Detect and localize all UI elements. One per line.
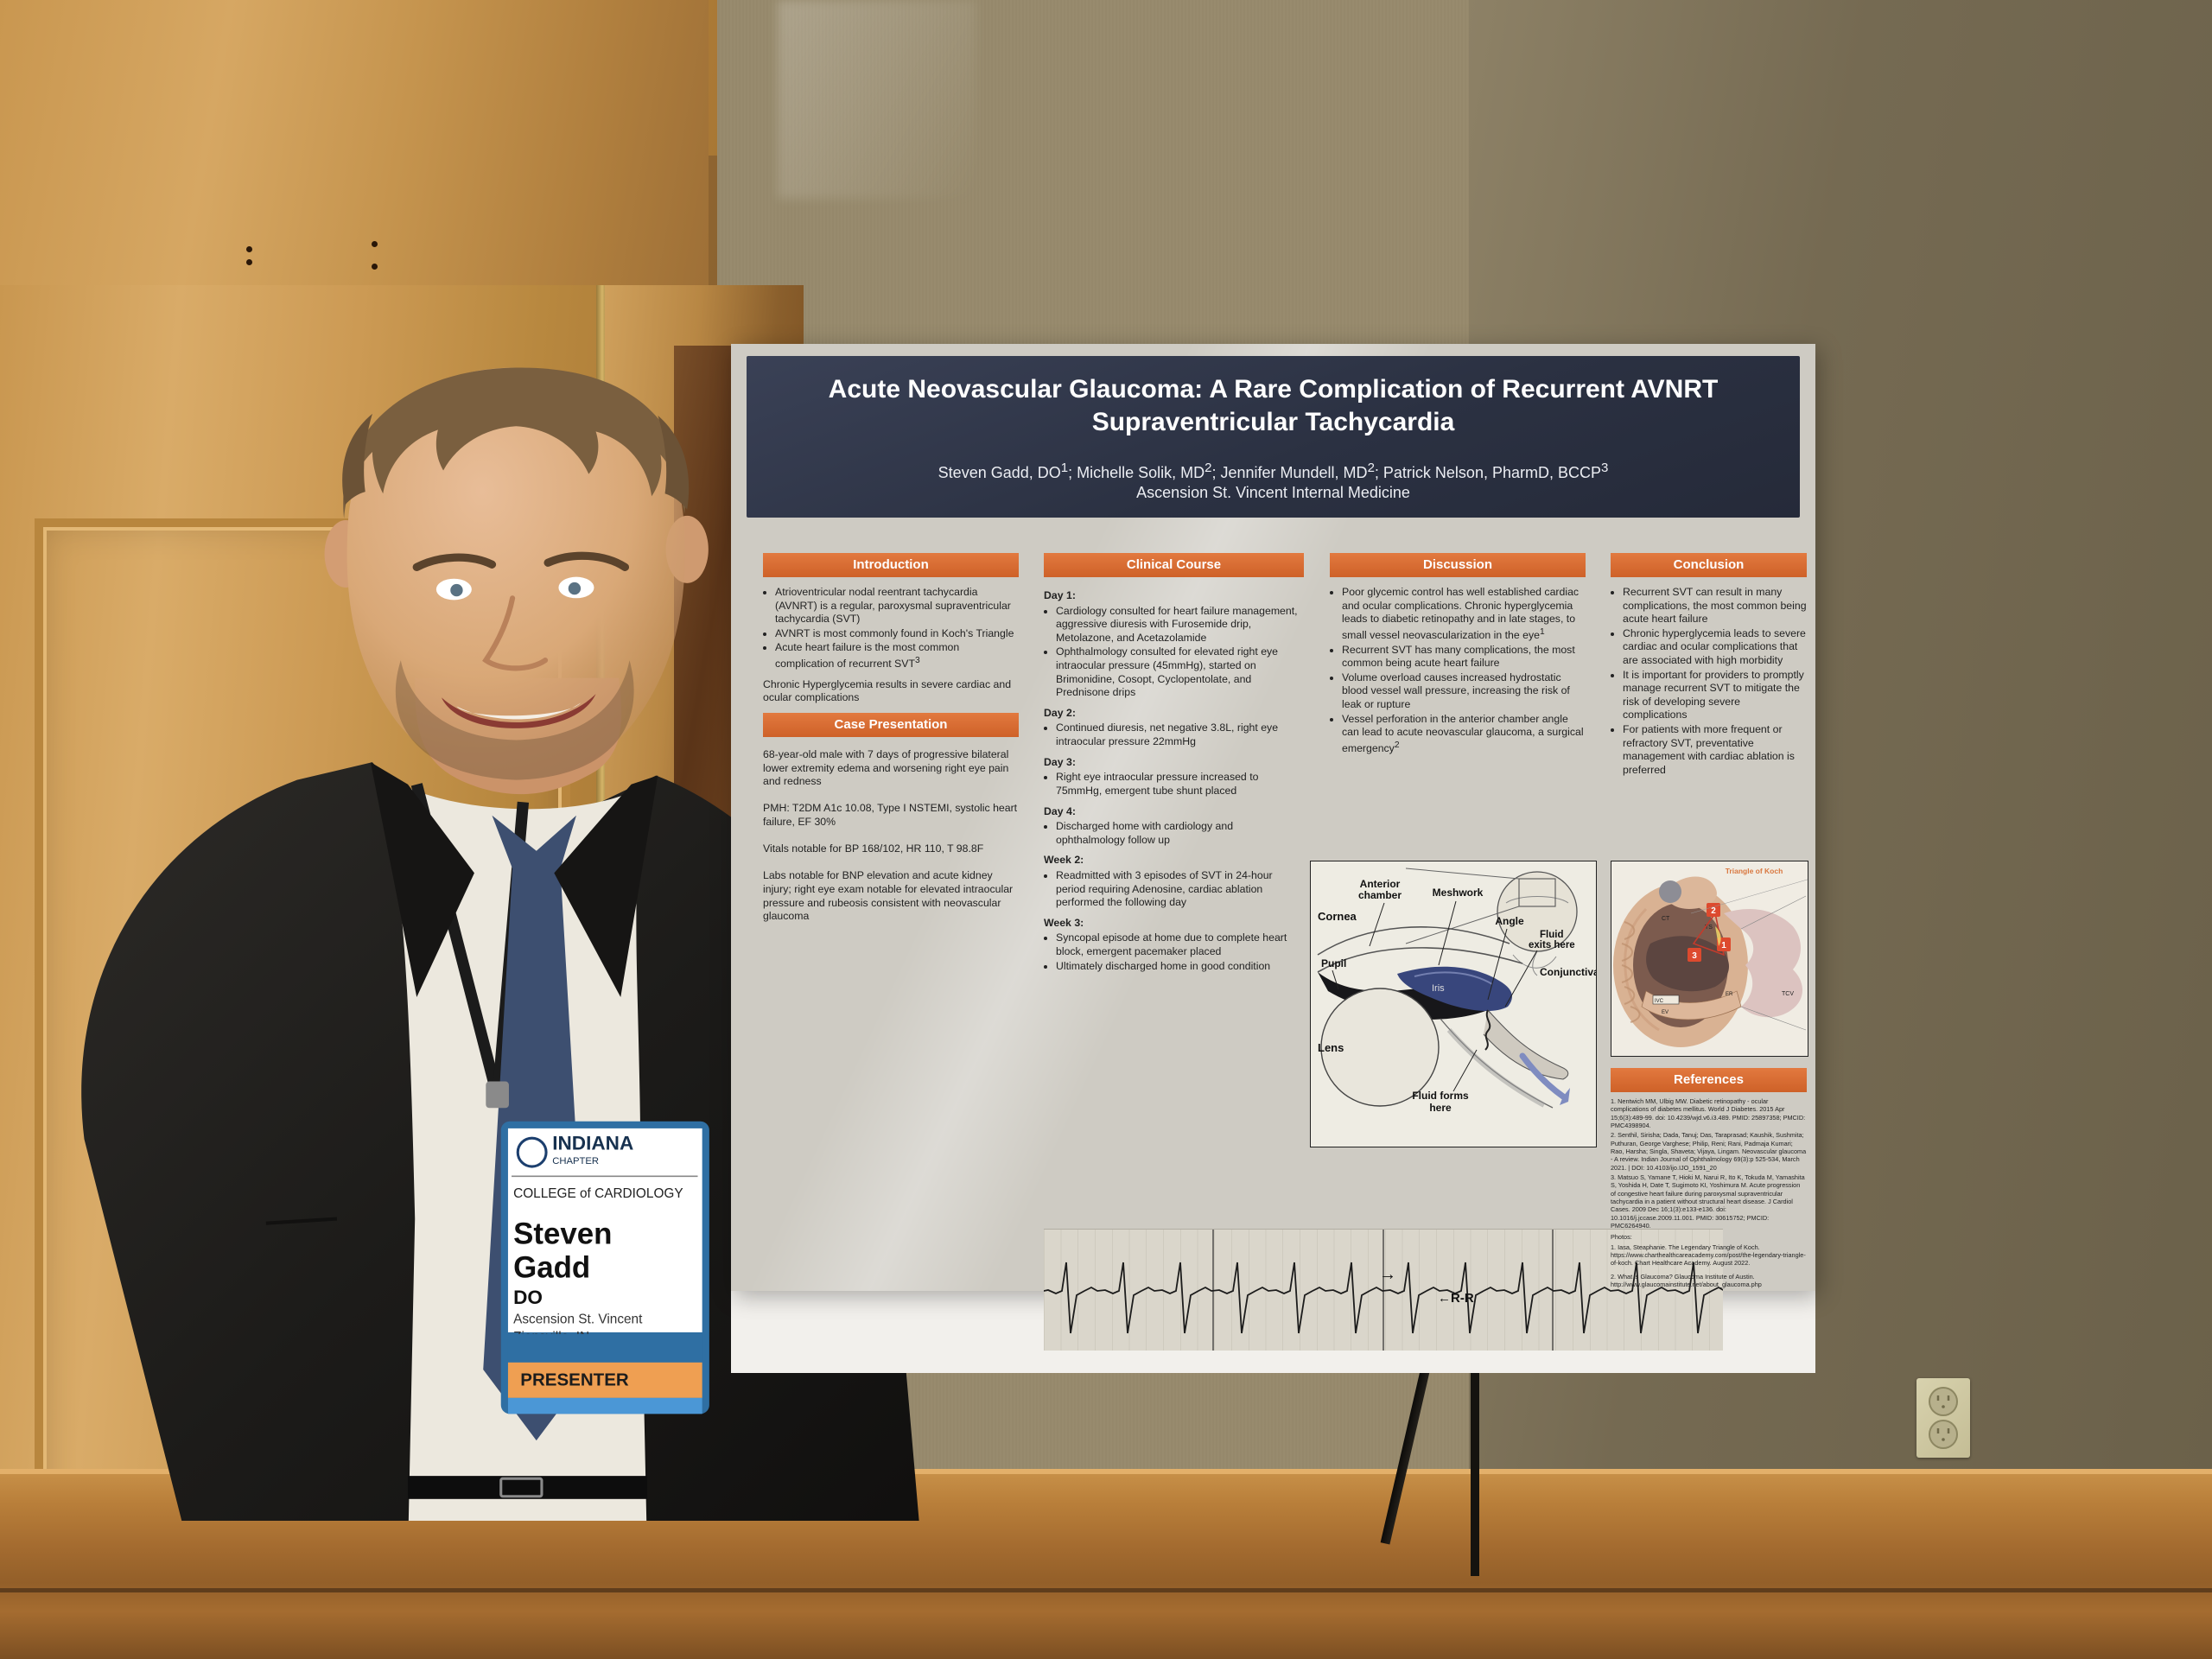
svg-text:2: 2 xyxy=(1711,906,1716,916)
svg-text:Fluid: Fluid xyxy=(1540,930,1563,940)
svg-text:CHAPTER: CHAPTER xyxy=(552,1156,599,1166)
svg-text:DO: DO xyxy=(513,1287,543,1308)
svg-text:ER: ER xyxy=(1726,992,1733,997)
svg-text:EV: EV xyxy=(1662,1010,1669,1015)
svg-text:COLLEGE of CARDIOLOGY: COLLEGE of CARDIOLOGY xyxy=(513,1186,683,1201)
svg-text:Lens: Lens xyxy=(1318,1041,1344,1054)
svg-text:→: → xyxy=(1379,1265,1396,1284)
svg-text:Pupil: Pupil xyxy=(1321,957,1346,969)
svg-text:Ascension St. Vincent: Ascension St. Vincent xyxy=(513,1313,643,1327)
svg-text:Iris: Iris xyxy=(1432,983,1445,994)
svg-text:exits here: exits here xyxy=(1529,940,1575,950)
svg-text:Triangle of Koch: Triangle of Koch xyxy=(1726,867,1783,875)
svg-text:Gadd: Gadd xyxy=(513,1250,590,1284)
svg-text:3: 3 xyxy=(1692,951,1697,961)
svg-text:IVC: IVC xyxy=(1655,999,1664,1004)
svg-text:Meshwork: Meshwork xyxy=(1433,887,1484,899)
svg-text:chamber: chamber xyxy=(1358,889,1402,901)
svg-text:here: here xyxy=(1429,1102,1452,1114)
svg-text:Fluid forms: Fluid forms xyxy=(1412,1090,1469,1102)
svg-text:Steven: Steven xyxy=(513,1217,612,1250)
svg-text:Conjunctiva: Conjunctiva xyxy=(1540,966,1596,978)
svg-text:Anterior: Anterior xyxy=(1360,878,1401,890)
svg-text:Angle: Angle xyxy=(1495,915,1524,927)
svg-text:←R-R: ←R-R xyxy=(1438,1291,1474,1306)
svg-text:1: 1 xyxy=(1721,941,1726,950)
svg-text:Cornea: Cornea xyxy=(1318,910,1357,923)
svg-text:INDIANA: INDIANA xyxy=(552,1133,633,1154)
svg-text:TCV: TCV xyxy=(1782,991,1794,997)
svg-text:PRESENTER: PRESENTER xyxy=(520,1370,629,1389)
svg-text:CT: CT xyxy=(1662,916,1670,922)
